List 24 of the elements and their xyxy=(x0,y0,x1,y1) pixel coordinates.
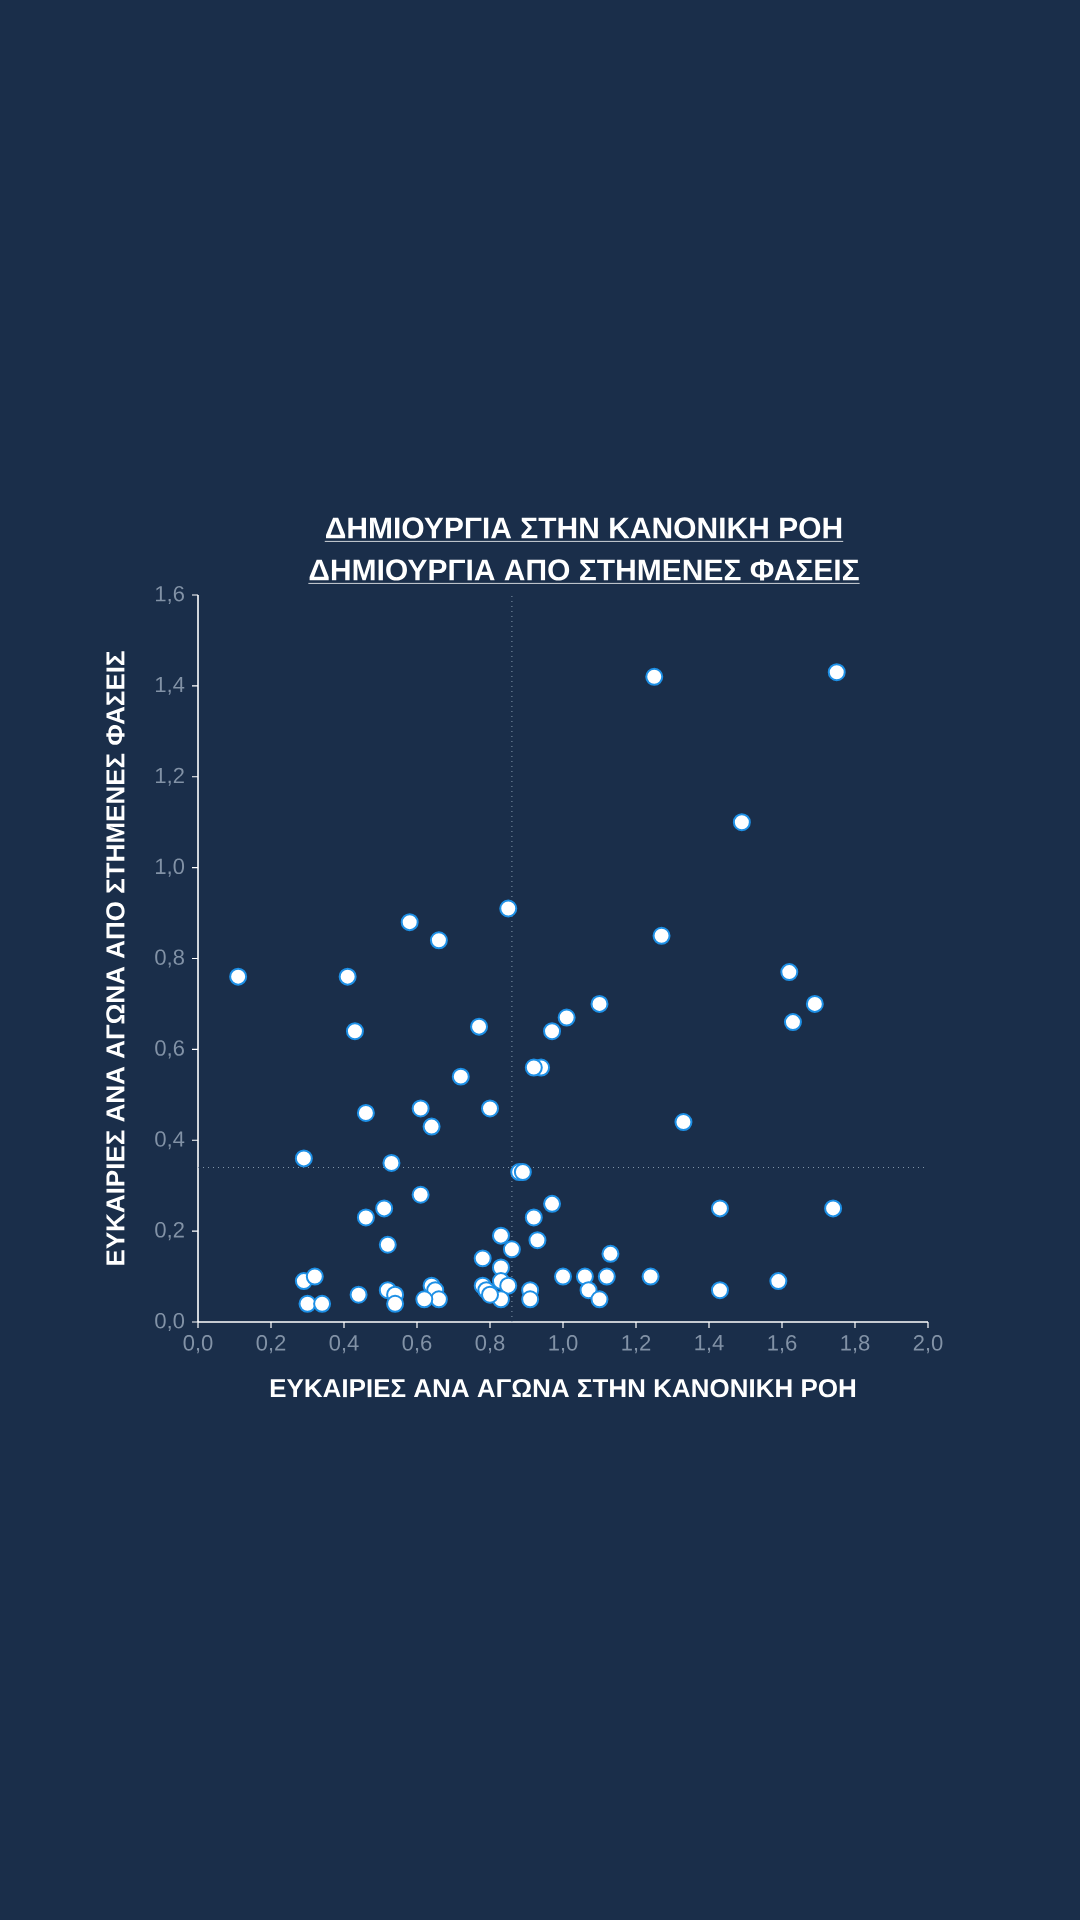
y-tick-label: 0,2 xyxy=(155,1222,184,1241)
chart-subtitle: ΔΗΜΙΟΥΡΓΙΑ ΑΠΟ ΣΤΗΜΕΝΕΣ ΦΑΣΕΙΣ xyxy=(309,559,859,581)
y-tick-label: 1,4 xyxy=(156,676,185,695)
y-tick-label: 0,0 xyxy=(155,1312,185,1332)
y-tick-label: 1,0 xyxy=(156,858,185,877)
x-tick-label: 0,0 xyxy=(183,1335,213,1354)
x-tick-label: 1,2 xyxy=(622,1335,651,1354)
x-tick-label: 2,0 xyxy=(913,1335,943,1354)
y-tick-label: 1,2 xyxy=(156,767,184,786)
y-tick-label: 0,4 xyxy=(155,1131,185,1150)
y-axis-title: ΕΥΚΑΙΡΙΕΣ ΑΝΑ ΑΓΩΝΑ ΑΠΟ ΣΤΗΜΕΝΕΣ ΦΑΣΕΙΣ xyxy=(106,651,125,1265)
x-tick-label: 1,6 xyxy=(768,1335,797,1354)
x-tick-label: 0,6 xyxy=(402,1335,432,1354)
x-axis-title: ΕΥΚΑΙΡΙΕΣ ΑΝΑ ΑΓΩΝΑ ΣΤΗΝ ΚΑΝΟΝΙΚΗ ΡΟΗ xyxy=(270,1378,856,1398)
x-tick-label: 0,8 xyxy=(475,1335,505,1354)
x-tick-label: 1,0 xyxy=(549,1335,578,1354)
chart-title: ΔΗΜΙΟΥΡΓΙΑ ΣΤΗΝ ΚΑΝΟΝΙΚΗ ΡΟΗ xyxy=(326,517,842,539)
x-tick-label: 1,4 xyxy=(695,1335,724,1354)
y-tick-label: 1,6 xyxy=(156,585,184,605)
x-tick-label: 0,2 xyxy=(256,1335,286,1354)
x-tick-label: 0,4 xyxy=(329,1335,359,1354)
y-tick-label: 0,8 xyxy=(155,949,184,968)
x-tick-label: 1,8 xyxy=(841,1335,870,1354)
y-tick-label: 0,6 xyxy=(155,1040,184,1059)
